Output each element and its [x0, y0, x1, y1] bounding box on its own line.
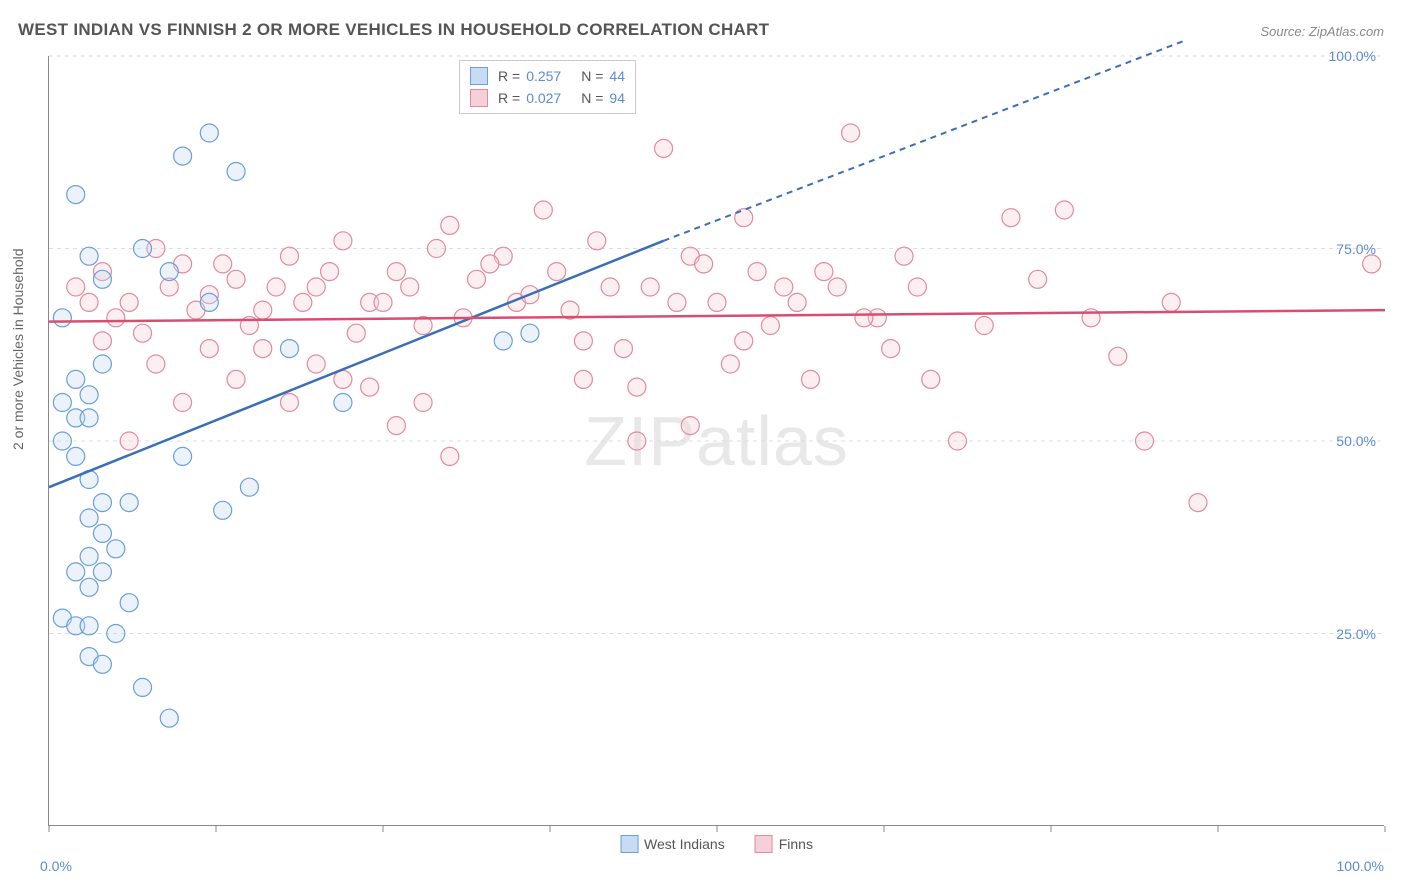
- correlation-legend: R = 0.257 N = 44 R = 0.027 N = 94: [459, 60, 636, 114]
- y-tick-label: 75.0%: [1336, 241, 1376, 257]
- x-axis-max-label: 100.0%: [1337, 858, 1384, 874]
- correlation-legend-row: R = 0.257 N = 44: [470, 65, 625, 87]
- plot-svg: [49, 56, 1384, 825]
- series-legend: West Indians Finns: [620, 835, 813, 853]
- legend-swatch: [755, 835, 773, 853]
- y-tick-label: 100.0%: [1329, 48, 1376, 64]
- series-legend-label: Finns: [779, 836, 813, 852]
- legend-n-value: 44: [609, 68, 625, 84]
- x-axis-min-label: 0.0%: [40, 858, 72, 874]
- source-attribution: Source: ZipAtlas.com: [1260, 24, 1384, 39]
- legend-n-prefix: N =: [581, 90, 603, 106]
- chart-title: WEST INDIAN VS FINNISH 2 OR MORE VEHICLE…: [18, 20, 769, 40]
- y-tick-label: 50.0%: [1336, 433, 1376, 449]
- legend-swatch: [470, 67, 488, 85]
- y-tick-label: 25.0%: [1336, 626, 1376, 642]
- y-axis-label: 2 or more Vehicles in Household: [10, 248, 26, 450]
- legend-r-prefix: R =: [498, 90, 520, 106]
- plot-area: ZIPatlas R = 0.257 N = 44 R = 0.027 N = …: [48, 56, 1384, 826]
- legend-n-prefix: N =: [581, 68, 603, 84]
- series-legend-item: West Indians: [620, 835, 725, 853]
- legend-swatch: [470, 89, 488, 107]
- series-legend-item: Finns: [755, 835, 813, 853]
- legend-r-prefix: R =: [498, 68, 520, 84]
- correlation-legend-row: R = 0.027 N = 94: [470, 87, 625, 109]
- legend-n-value: 94: [609, 90, 625, 106]
- legend-swatch: [620, 835, 638, 853]
- series-legend-label: West Indians: [644, 836, 725, 852]
- legend-r-value: 0.257: [526, 68, 561, 84]
- legend-r-value: 0.027: [526, 90, 561, 106]
